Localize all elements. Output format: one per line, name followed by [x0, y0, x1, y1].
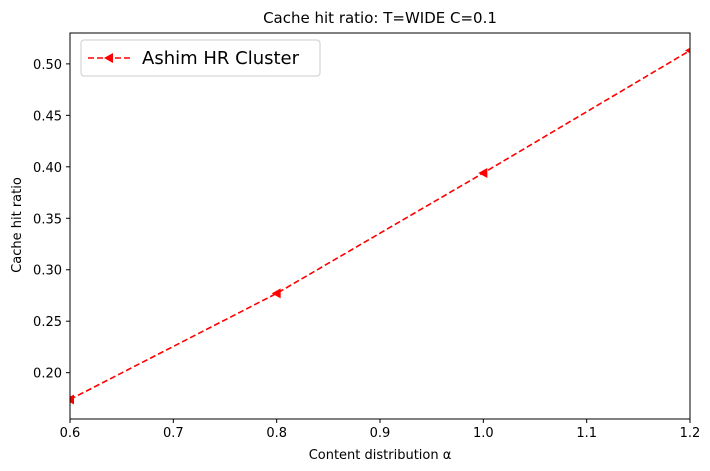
x-tick-label: 0.6	[60, 426, 81, 441]
x-axis-label: Content distribution α	[309, 448, 452, 463]
legend-series-label: Ashim HR Cluster	[142, 48, 300, 69]
x-tick-label: 1.1	[576, 426, 597, 441]
y-tick-label: 0.25	[33, 315, 62, 330]
legend-marker-icon	[104, 53, 113, 63]
y-tick-label: 0.30	[33, 264, 62, 279]
y-tick-label: 0.50	[33, 58, 62, 73]
series-line	[70, 49, 690, 401]
series-0	[70, 47, 690, 405]
x-axis: 0.6 0.7 0.8 0.9 1.0 1.1 1.2	[60, 419, 701, 441]
y-tick-label: 0.20	[33, 367, 62, 382]
data-point-marker	[478, 167, 488, 178]
legend-frame	[80, 39, 321, 77]
data-point-marker	[271, 288, 281, 299]
y-tick-label: 0.45	[33, 109, 62, 124]
x-tick-label: 0.8	[266, 426, 287, 441]
data-point-marker	[70, 394, 74, 405]
data-point-marker	[685, 47, 690, 54]
x-tick-label: 1.2	[680, 426, 701, 441]
x-tick-label: 0.9	[370, 426, 391, 441]
legend: Ashim HR Cluster	[80, 39, 321, 77]
chart-title: Cache hit ratio: T=WIDE C=0.1	[263, 9, 497, 27]
y-axis-label: Cache hit ratio	[10, 177, 25, 273]
y-tick-label: 0.40	[33, 161, 62, 176]
x-tick-label: 1.0	[473, 426, 494, 441]
y-axis: 0.20 0.25 0.30 0.35 0.40 0.45 0.50	[33, 58, 70, 382]
y-tick-label: 0.35	[33, 212, 62, 227]
x-tick-label: 0.7	[163, 426, 184, 441]
